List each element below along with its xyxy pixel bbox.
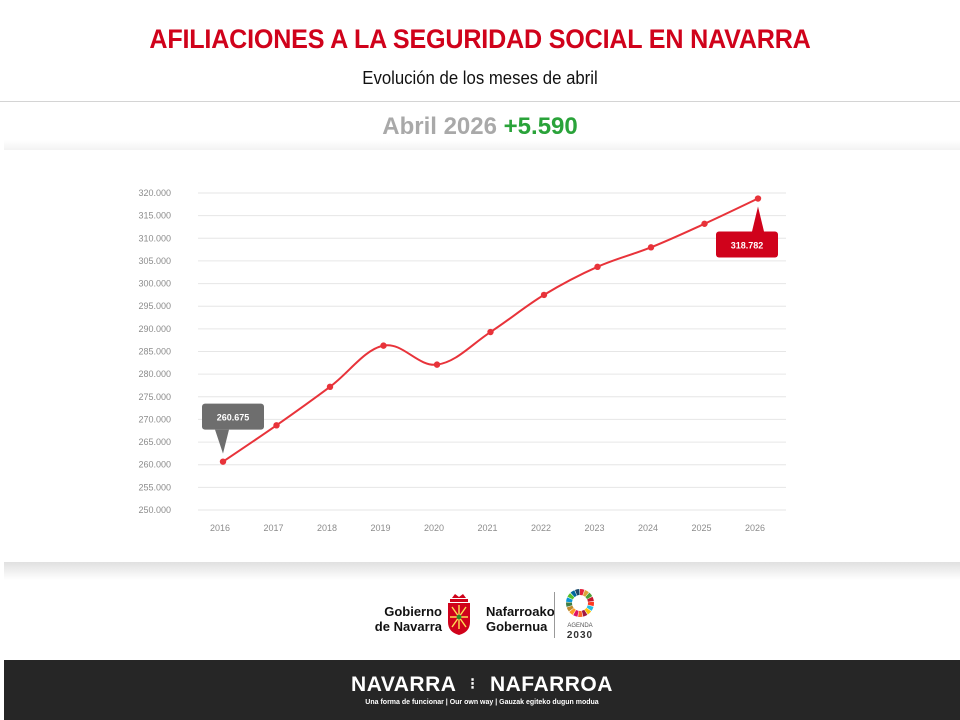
y-tick-label: 265.000 (138, 437, 171, 447)
brand-nafarroa: NAFARROA (489, 673, 613, 696)
x-tick-label: 2026 (745, 523, 765, 533)
y-tick-label: 300.000 (138, 279, 171, 289)
data-point (540, 291, 548, 299)
data-point (219, 458, 227, 465)
logo-divider (554, 592, 555, 638)
headline-period: Abril 2026 (382, 113, 497, 140)
sdg-wheel-segment (581, 609, 588, 617)
sdg-wheel-segment (586, 605, 594, 611)
x-tick-label: 2019 (371, 523, 391, 533)
data-point (273, 422, 280, 429)
x-tick-label: 2022 (531, 523, 551, 533)
x-tick-label: 2025 (692, 523, 712, 533)
agenda-year: 2030 (566, 630, 594, 641)
x-tick-label: 2018 (317, 523, 337, 533)
x-tick-label: 2024 (638, 523, 658, 533)
y-tick-label: 295.000 (138, 301, 171, 311)
gobernua-line-2: Gobernua (486, 619, 548, 634)
x-tick-label: 2021 (478, 523, 498, 533)
data-point (754, 195, 762, 202)
agenda-label: AGENDA (567, 623, 593, 629)
y-tick-label: 315.000 (138, 211, 171, 221)
y-tick-label: 290.000 (138, 324, 171, 334)
sdg-wheel-segment (567, 593, 575, 600)
y-tick-label: 250.000 (138, 505, 171, 515)
sdg-wheel-segment (573, 610, 579, 617)
agenda-2030-logo: AGENDA 2030 (560, 588, 600, 641)
navarra-shield-icon (448, 594, 470, 635)
callout-pointer (215, 429, 229, 454)
sdg-wheel-segment (584, 607, 592, 615)
y-tick-label: 320.000 (138, 188, 171, 198)
x-tick-label: 2016 (210, 523, 230, 533)
y-tick-label: 285.000 (138, 347, 171, 357)
y-tick-label: 270.000 (138, 414, 171, 424)
gobierno-line-2: de Navarra (374, 619, 442, 634)
callout-label: 260.675 (217, 413, 250, 423)
header-divider (0, 101, 960, 102)
brand-navarra: NAVARRA (351, 673, 456, 696)
callout-box (716, 231, 778, 258)
panel-shadow-bottom (4, 562, 960, 580)
x-tick-label: 2020 (424, 523, 444, 533)
headline-change: +5.590 (503, 113, 578, 140)
data-point (433, 361, 441, 368)
sdg-wheel-segment (574, 589, 580, 596)
sdg-wheel-segment (566, 602, 573, 607)
sdg-wheel-segment (570, 590, 577, 598)
footer-brand: NAVARRA ⁝ NAFARROA (4, 673, 960, 697)
page-subtitle: Evolución de los meses de abril (362, 68, 598, 88)
sdg-wheel-segment (587, 596, 594, 602)
sdg-wheel-segment (580, 589, 585, 596)
footer-bar: NAVARRA ⁝ NAFARROA Una forma de funciona… (4, 660, 960, 720)
callout-pointer (752, 206, 764, 232)
gobernua-line-1: Nafarroako (486, 604, 555, 619)
gobierno-label-es: Gobierno de Navarra (372, 604, 442, 634)
headline-summary: Abril 2026 +5.590 (0, 113, 960, 141)
sdg-wheel-segment (585, 592, 593, 600)
callout-label: 318.782 (731, 241, 764, 251)
y-tick-label: 280.000 (138, 369, 171, 379)
page-title: AFILIACIONES A LA SEGURIDAD SOCIAL EN NA… (149, 24, 811, 54)
sdg-wheel-segment (582, 589, 589, 597)
data-point (594, 263, 601, 271)
footer-tagline: Una forma de funcionar | Our own way | G… (365, 699, 599, 706)
sdg-wheel-segment (566, 605, 574, 612)
series-line (222, 197, 759, 463)
x-tick-label: 2023 (585, 523, 605, 533)
sdg-wheel-segment (566, 597, 573, 603)
data-point (647, 244, 655, 251)
government-logos: Gobierno de Navarra Nafarroako Gobernua … (370, 588, 610, 641)
gobierno-line-1: Gobierno (384, 604, 442, 619)
x-tick-label: 2017 (264, 523, 284, 533)
sdg-wheel-segment (569, 608, 576, 615)
gobierno-label-eu: Nafarroako Gobernua (486, 604, 566, 634)
y-tick-label: 305.000 (138, 256, 171, 266)
y-tick-label: 275.000 (138, 392, 171, 402)
y-tick-label: 310.000 (138, 233, 171, 243)
data-point (487, 328, 494, 336)
sdg-wheel-segment (578, 610, 583, 617)
data-point (326, 383, 334, 391)
data-point (701, 220, 708, 227)
callout-box (202, 403, 264, 430)
y-tick-label: 260.000 (138, 460, 171, 470)
brand-separator: ⁝ (470, 676, 476, 693)
data-point (380, 342, 387, 349)
sdg-wheel-icon (566, 589, 594, 617)
sdg-wheel-segment (587, 601, 594, 607)
y-tick-label: 255.000 (138, 482, 171, 492)
chart-panel (4, 150, 960, 575)
